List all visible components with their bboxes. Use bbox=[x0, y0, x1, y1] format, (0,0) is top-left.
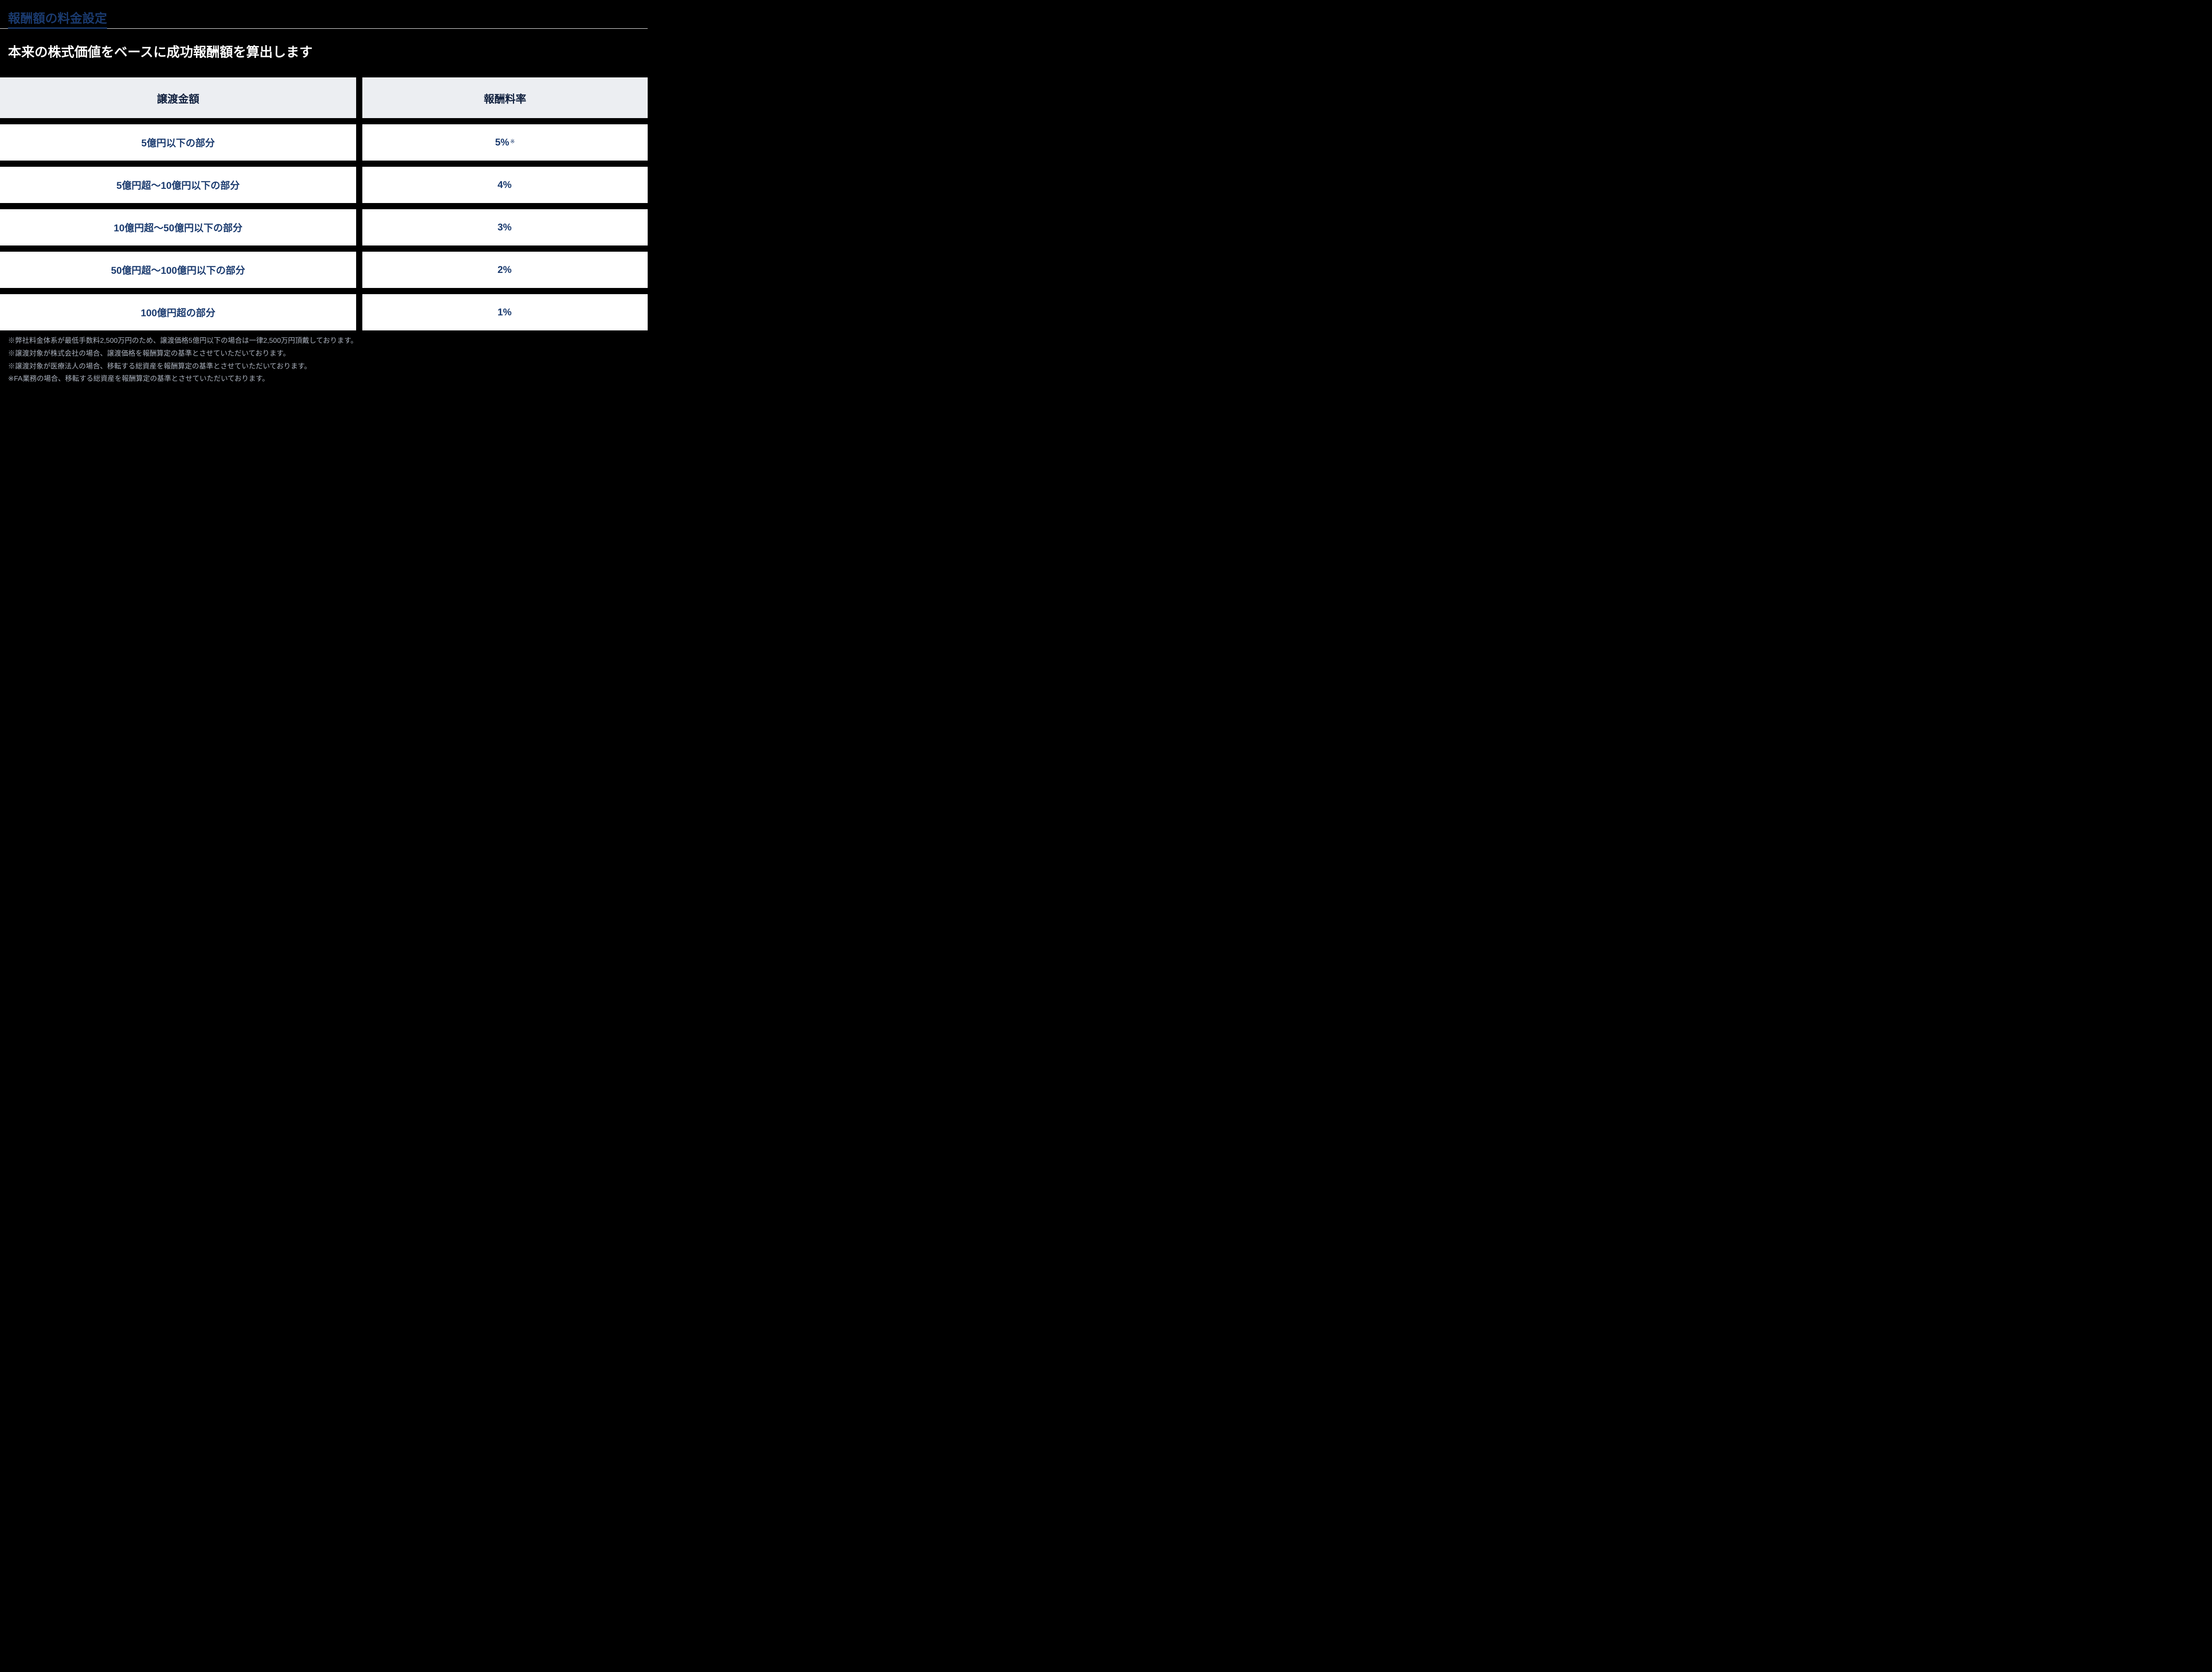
footnote-line: ※FA業務の場合、移転する総資産を報酬算定の基準とさせていただいております。 bbox=[8, 373, 640, 386]
rate-value: 5% bbox=[495, 137, 509, 148]
table-row: 100億円超の部分 1% bbox=[0, 294, 648, 330]
cell-amount: 100億円超の部分 bbox=[0, 294, 356, 330]
rate-value: 1% bbox=[498, 307, 512, 318]
rate-value: 2% bbox=[498, 264, 512, 276]
cell-amount: 10億円超〜50億円以下の部分 bbox=[0, 209, 356, 245]
footnote-line: ※弊社料金体系が最低手数料2,500万円のため、譲渡価格5億円以下の場合は一律2… bbox=[8, 335, 640, 348]
cell-amount: 5億円超〜10億円以下の部分 bbox=[0, 167, 356, 203]
table-row: 50億円超〜100億円以下の部分 2% bbox=[0, 252, 648, 288]
footnotes: ※弊社料金体系が最低手数料2,500万円のため、譲渡価格5億円以下の場合は一律2… bbox=[0, 330, 648, 386]
cell-rate: 2% bbox=[362, 252, 648, 288]
footnote-line: ※譲渡対象が株式会社の場合、譲渡価格を報酬算定の基準とさせていただいております。 bbox=[8, 348, 640, 360]
cell-amount: 50億円超〜100億円以下の部分 bbox=[0, 252, 356, 288]
rate-value: 4% bbox=[498, 179, 512, 191]
page-subtitle: 本来の株式価値をベースに成功報酬額を算出します bbox=[0, 41, 648, 61]
col-header-amount: 譲渡金額 bbox=[0, 77, 356, 118]
cell-rate: 5%※ bbox=[362, 124, 648, 161]
table-row: 5億円超〜10億円以下の部分 4% bbox=[0, 167, 648, 203]
rate-note-mark: ※ bbox=[510, 138, 515, 145]
fee-table: 譲渡金額 報酬料率 5億円以下の部分 5%※ 5億円超〜10億円以下の部分 4%… bbox=[0, 77, 648, 330]
table-row: 5億円以下の部分 5%※ bbox=[0, 124, 648, 161]
table-row: 10億円超〜50億円以下の部分 3% bbox=[0, 209, 648, 245]
table-header-row: 譲渡金額 報酬料率 bbox=[0, 77, 648, 118]
cell-rate: 3% bbox=[362, 209, 648, 245]
footnote-line: ※譲渡対象が医療法人の場合、移転する総資産を報酬算定の基準とさせていただいており… bbox=[8, 360, 640, 373]
col-header-rate: 報酬料率 bbox=[362, 77, 648, 118]
cell-rate: 1% bbox=[362, 294, 648, 330]
page-title: 報酬額の料金設定 bbox=[8, 9, 107, 29]
rate-value: 3% bbox=[498, 222, 512, 233]
cell-rate: 4% bbox=[362, 167, 648, 203]
cell-amount: 5億円以下の部分 bbox=[0, 124, 356, 161]
